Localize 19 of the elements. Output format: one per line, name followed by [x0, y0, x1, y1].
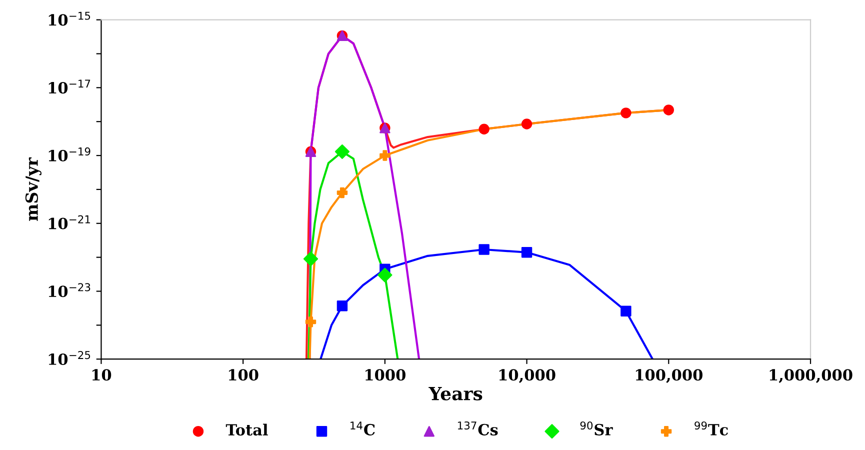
y-tick-label: 10$^{−21}$	[48, 215, 90, 230]
y-tick-label: 10$^{−25}$	[48, 351, 90, 366]
legend-label: Total	[226, 424, 268, 436]
legend-label: $^{99}$Tc	[694, 421, 728, 436]
y-axis-title: mSv/yr	[25, 157, 42, 221]
x-axis-title: Years	[428, 386, 482, 400]
y-tick-label: 10$^{−15}$	[48, 12, 90, 26]
y-tick-label: 10$^{−19}$	[48, 147, 90, 162]
y-tick-label: 10$^{−23}$	[48, 283, 90, 298]
x-tick-label: 1,000,000	[770, 369, 852, 383]
legend-label: $^{90}$Sr	[580, 421, 613, 436]
y-tick-label: 10$^{−17}$	[48, 80, 90, 94]
x-tick-label: 10,000	[499, 369, 556, 383]
x-tick-label: 1000	[366, 369, 406, 381]
legend-label: $^{14}$C	[350, 422, 375, 436]
x-tick-label: 100	[228, 369, 258, 381]
x-tick-label: 100,000	[636, 369, 702, 383]
legend-label: $^{137}$Cs	[458, 421, 498, 436]
x-tick-label: 10	[92, 369, 112, 381]
